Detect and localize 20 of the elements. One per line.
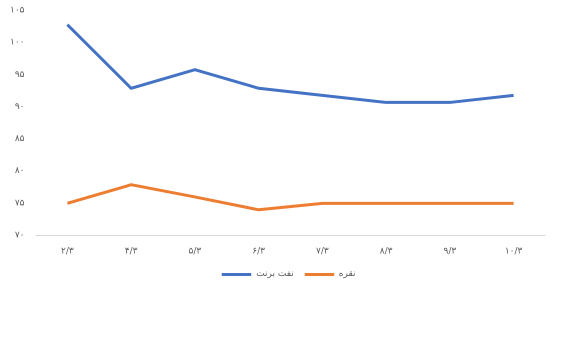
x-tick-label: ۴/۳ (124, 246, 138, 256)
x-tick-label: ۲/۳ (61, 246, 74, 256)
x-tick-label: ۱۰/۳ (504, 246, 523, 256)
y-tick-label: ۱۰۵ (10, 6, 25, 16)
y-tick-label: ۸۰ (14, 166, 25, 176)
legend-label: نقره (338, 268, 357, 280)
line-series (66, 23, 516, 104)
x-tick-label: ۵/۳ (188, 246, 202, 256)
x-tick-label: ۹/۳ (444, 246, 456, 256)
y-tick-label: ۱۰۰ (10, 38, 25, 48)
y-tick-label: ۹۰ (14, 102, 25, 112)
x-tick-label: ۶/۳ (252, 246, 266, 256)
line-series (66, 183, 516, 212)
x-tick-label: ۸/۳ (380, 246, 393, 256)
y-tick-label: ۷۰ (14, 230, 25, 240)
y-tick-label: ۸۵ (14, 134, 25, 144)
legend-label: نفت برنت (256, 268, 294, 280)
y-tick-label: ۷۵ (14, 198, 25, 208)
y-tick-label: ۹۵ (14, 70, 25, 80)
x-tick-label: ۷/۳ (316, 246, 329, 256)
